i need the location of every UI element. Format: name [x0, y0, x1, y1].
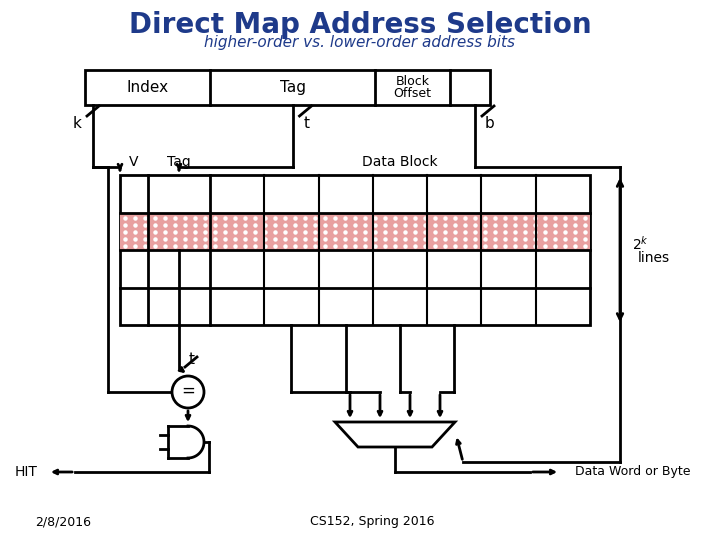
Text: =: = — [181, 382, 195, 400]
Text: V: V — [130, 155, 139, 169]
Text: Tag: Tag — [167, 155, 191, 169]
Bar — [120, 175, 590, 325]
Text: HIT: HIT — [15, 465, 38, 479]
Text: t: t — [189, 353, 195, 368]
Text: b: b — [484, 116, 494, 131]
Text: Block: Block — [395, 75, 430, 88]
Text: t: t — [304, 116, 310, 131]
Text: CS152, Spring 2016: CS152, Spring 2016 — [310, 516, 434, 529]
Text: k: k — [73, 116, 81, 131]
Bar — [85, 70, 490, 105]
Text: Tag: Tag — [279, 80, 305, 95]
Text: higher-order vs. lower-order address bits: higher-order vs. lower-order address bit… — [204, 35, 516, 50]
Text: lines: lines — [638, 251, 670, 265]
Circle shape — [172, 376, 204, 408]
Text: Index: Index — [127, 80, 168, 95]
Text: Data Block: Data Block — [362, 155, 438, 169]
Polygon shape — [335, 422, 455, 447]
Text: Data Word or Byte: Data Word or Byte — [575, 465, 690, 478]
Text: Direct Map Address Selection: Direct Map Address Selection — [129, 11, 591, 39]
Text: 2/8/2016: 2/8/2016 — [35, 516, 91, 529]
Text: $2^k$: $2^k$ — [632, 235, 649, 253]
Bar — [120, 213, 590, 250]
Text: Offset: Offset — [394, 87, 431, 100]
